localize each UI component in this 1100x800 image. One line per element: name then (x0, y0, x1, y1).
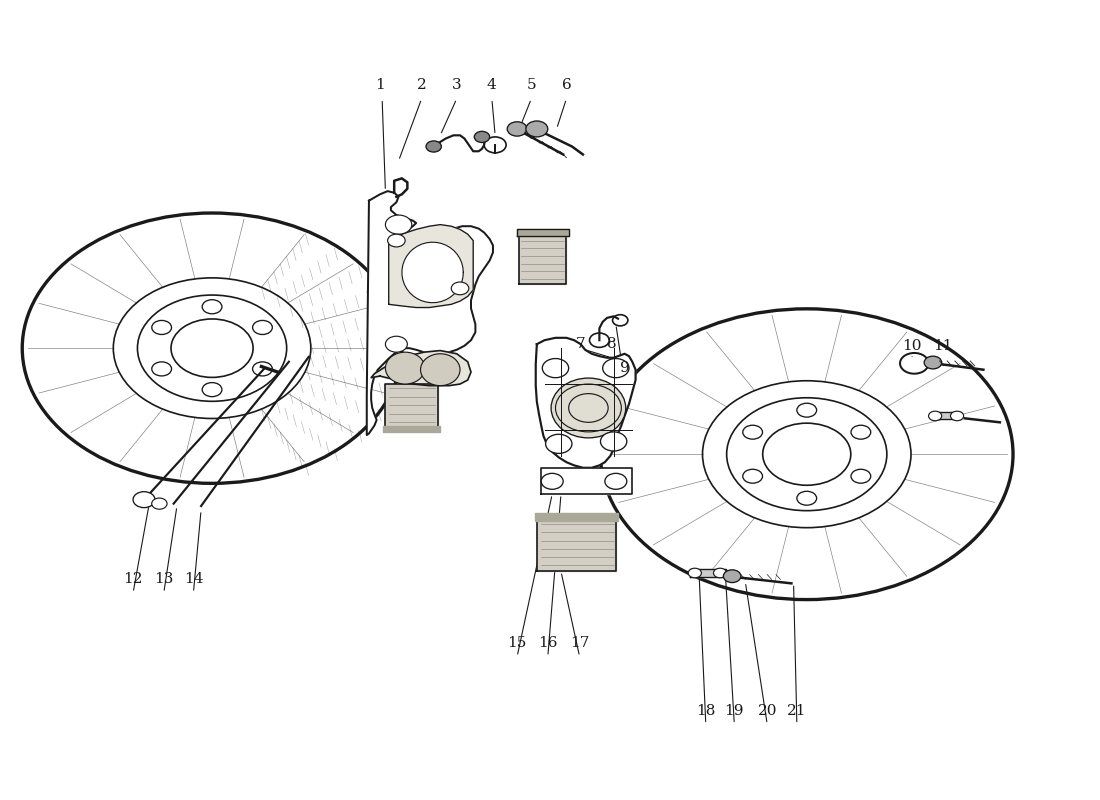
Polygon shape (385, 384, 438, 428)
Text: 1: 1 (375, 78, 385, 92)
Ellipse shape (202, 382, 222, 397)
Ellipse shape (742, 470, 762, 483)
Circle shape (603, 358, 629, 378)
Circle shape (385, 215, 411, 234)
Circle shape (724, 570, 741, 582)
Ellipse shape (551, 378, 626, 438)
Circle shape (924, 356, 942, 369)
Circle shape (133, 492, 155, 508)
Circle shape (426, 141, 441, 152)
Polygon shape (371, 350, 471, 386)
Circle shape (451, 282, 469, 294)
Polygon shape (366, 191, 493, 435)
Polygon shape (541, 468, 632, 494)
Ellipse shape (742, 426, 762, 439)
Text: 12: 12 (123, 572, 143, 586)
Text: 15: 15 (507, 636, 527, 650)
Text: 16: 16 (538, 636, 558, 650)
Text: 5: 5 (527, 78, 536, 92)
Ellipse shape (420, 354, 460, 386)
Ellipse shape (796, 403, 816, 417)
Ellipse shape (851, 470, 871, 483)
Text: 2: 2 (417, 78, 427, 92)
Text: 14: 14 (184, 572, 204, 586)
Text: 21: 21 (788, 704, 806, 718)
Text: 19: 19 (725, 704, 744, 718)
Circle shape (152, 498, 167, 510)
Polygon shape (517, 229, 569, 236)
Text: 17: 17 (570, 636, 590, 650)
Circle shape (605, 474, 627, 490)
Ellipse shape (601, 309, 1013, 599)
Polygon shape (536, 338, 636, 468)
Circle shape (928, 411, 942, 421)
Text: 11: 11 (933, 338, 953, 353)
Text: 10: 10 (902, 338, 922, 353)
Polygon shape (388, 225, 473, 307)
Circle shape (474, 131, 490, 142)
Ellipse shape (851, 426, 871, 439)
Polygon shape (402, 242, 463, 302)
Ellipse shape (253, 321, 273, 334)
Ellipse shape (152, 321, 172, 334)
Text: 4: 4 (487, 78, 497, 92)
Circle shape (689, 568, 702, 578)
Text: 3: 3 (452, 78, 462, 92)
Circle shape (541, 474, 563, 490)
Ellipse shape (202, 300, 222, 314)
Polygon shape (691, 569, 726, 577)
Text: 13: 13 (154, 572, 174, 586)
Polygon shape (535, 514, 618, 521)
Ellipse shape (796, 491, 816, 506)
Circle shape (507, 122, 527, 136)
Text: 20: 20 (758, 704, 777, 718)
Circle shape (714, 568, 727, 578)
Circle shape (950, 411, 964, 421)
Circle shape (385, 336, 407, 352)
Polygon shape (932, 412, 961, 419)
Ellipse shape (152, 362, 172, 376)
Circle shape (387, 234, 405, 247)
Text: 7: 7 (576, 337, 585, 351)
Ellipse shape (385, 352, 425, 384)
Circle shape (601, 432, 627, 451)
Ellipse shape (22, 213, 401, 483)
Polygon shape (383, 426, 440, 432)
Text: 8: 8 (606, 337, 616, 351)
Circle shape (546, 434, 572, 454)
Text: 9: 9 (619, 361, 629, 375)
Circle shape (542, 358, 569, 378)
Circle shape (590, 333, 609, 347)
Circle shape (526, 121, 548, 137)
Polygon shape (519, 234, 566, 285)
Text: 18: 18 (696, 704, 715, 718)
Ellipse shape (253, 362, 273, 376)
Text: 6: 6 (562, 78, 571, 92)
Polygon shape (537, 519, 616, 571)
